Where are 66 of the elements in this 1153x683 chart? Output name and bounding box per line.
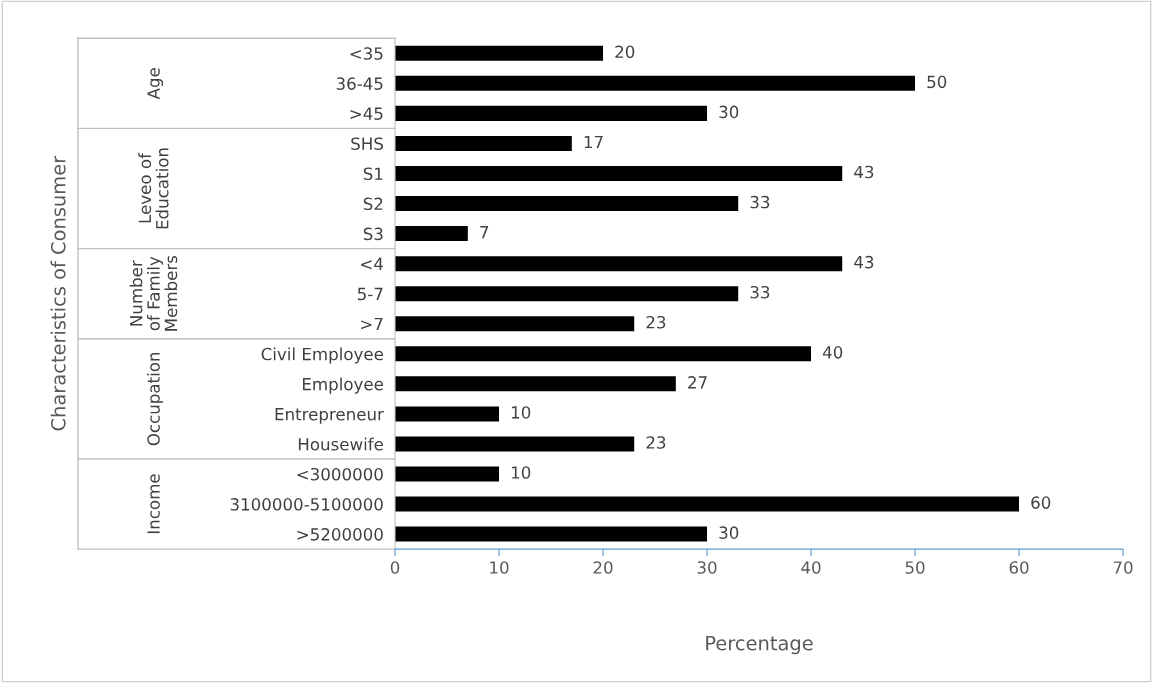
bar <box>395 376 676 392</box>
text: Number of Family Members <box>129 255 178 331</box>
x-tick-label: 70 <box>1113 561 1133 574</box>
bar <box>395 436 635 452</box>
text: Income <box>147 474 160 534</box>
bar <box>395 75 916 91</box>
y-tick-label: >45 <box>350 107 383 120</box>
y-tick-label: S2 <box>363 197 383 211</box>
bar <box>395 526 708 542</box>
bar <box>395 406 500 422</box>
y-tick-label: <4 <box>361 257 383 270</box>
x-tick-label: 40 <box>801 561 821 574</box>
data-label: 43 <box>854 165 874 179</box>
x-tick-label: 60 <box>1009 561 1029 574</box>
text: Age <box>147 68 164 100</box>
text: Leveo of Education <box>138 148 169 229</box>
data-label: 43 <box>854 255 874 269</box>
y-tick-label: S3 <box>363 227 383 241</box>
data-label: 50 <box>927 75 947 89</box>
bar <box>395 135 572 151</box>
bar <box>395 316 635 332</box>
bar <box>395 45 604 61</box>
y-tick-label: Civil Employee <box>261 347 384 364</box>
x-tick-label: 0 <box>390 561 400 574</box>
bar <box>395 196 739 212</box>
data-label: 33 <box>750 195 770 209</box>
bar <box>395 256 843 272</box>
data-label: 10 <box>511 406 531 419</box>
y-tick-label: Housewife <box>298 437 384 451</box>
bar <box>395 105 708 121</box>
data-label: 30 <box>719 105 739 119</box>
bar <box>395 286 739 302</box>
data-label: 27 <box>688 376 707 389</box>
text: Characteristics of Consumer <box>50 155 66 431</box>
data-label: 23 <box>646 436 666 449</box>
bar <box>395 466 500 482</box>
y-tick-label: SHS <box>351 137 383 150</box>
data-label: 10 <box>511 466 531 479</box>
x-axis-title: Percentage <box>706 636 813 655</box>
data-label: 60 <box>1031 496 1051 509</box>
text: Occupation <box>146 352 164 446</box>
bar <box>395 165 843 181</box>
y-tick-label: 36-45 <box>336 77 383 90</box>
x-tick-label: 30 <box>697 561 717 574</box>
y-tick-label: Employee <box>302 377 384 394</box>
y-tick-label: S1 <box>363 167 383 181</box>
x-tick-label: 50 <box>905 561 925 574</box>
bar <box>395 346 812 362</box>
data-label: 40 <box>822 346 843 359</box>
data-label: 20 <box>615 45 635 59</box>
y-tick-label: <3000000 <box>297 467 383 481</box>
bar <box>395 496 1020 512</box>
y-tick-label: Entrepreneur <box>275 408 384 424</box>
y-tick-label: 5-7 <box>357 287 383 301</box>
bar <box>395 226 468 242</box>
data-label: 7 <box>480 226 489 239</box>
y-tick-label: >5200000 <box>297 528 383 541</box>
y-tick-label: <35 <box>350 47 383 60</box>
data-label: 33 <box>750 285 770 299</box>
y-tick-label: 3100000-5100000 <box>230 498 383 511</box>
data-label: 30 <box>719 526 739 539</box>
x-tick-label: 20 <box>593 561 613 574</box>
data-label: 17 <box>584 135 603 149</box>
x-tick-label: 10 <box>490 561 509 574</box>
data-label: 23 <box>646 315 666 329</box>
y-tick-label: >7 <box>361 317 383 331</box>
